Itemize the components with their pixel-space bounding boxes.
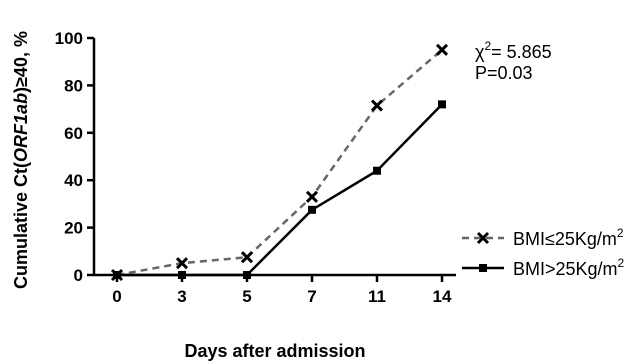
- x-tick-label: 14: [433, 287, 452, 306]
- x-ticks: 0 3 5 7 11 14: [112, 275, 452, 306]
- legend-label-1: BMI≤25Kg/m2: [513, 226, 624, 249]
- series-2-point: [113, 271, 121, 279]
- y-tick-label: 0: [74, 266, 83, 285]
- y-axis-title: Cumulative Ct(ORF1ab)≥40, %: [11, 31, 31, 289]
- y-axis-title-suffix: )≥40, %: [11, 31, 31, 93]
- axes: [92, 38, 456, 277]
- y-tick-label: 100: [55, 29, 83, 48]
- series-1-point: [175, 257, 189, 270]
- legend-label-base: BMI≤25Kg/m: [513, 229, 617, 249]
- y-tick-label: 60: [64, 124, 83, 143]
- chi-superscript: 2: [484, 39, 491, 53]
- x-tick-label: 11: [368, 287, 386, 306]
- x-tick-label: 0: [112, 287, 121, 306]
- series-group: [110, 43, 449, 282]
- x-tick-label: 3: [177, 287, 186, 306]
- x-tick-label: 5: [242, 287, 251, 306]
- x-tick-label: 7: [307, 287, 316, 306]
- series-line-2: [117, 103, 443, 277]
- legend-label-sup: 2: [618, 256, 625, 270]
- series-1-point: [370, 99, 384, 112]
- series-1-point: [240, 251, 254, 264]
- series-2-point: [243, 271, 251, 279]
- legend-marker-1: [476, 231, 490, 245]
- y-axis-title-prefix: Cumulative Ct(: [11, 162, 31, 289]
- series-2-point: [308, 205, 316, 214]
- legend-label-sup: 2: [617, 226, 624, 240]
- legend-label-2: BMI>25Kg/m2: [513, 256, 625, 279]
- series-1-point: [435, 43, 449, 56]
- series-2-point: [178, 271, 186, 279]
- y-tick-label: 80: [64, 76, 83, 95]
- legend-marker-2: [479, 264, 487, 272]
- chi-square-annotation: χ2= 5.865: [475, 39, 552, 62]
- chi-value: = 5.865: [491, 42, 552, 62]
- series-2-point: [438, 100, 446, 109]
- series-2-point: [373, 166, 381, 175]
- chi-symbol: χ: [475, 42, 485, 62]
- y-ticks: 0 20 40 60 80 100: [55, 29, 94, 285]
- y-tick-label: 20: [64, 219, 83, 238]
- p-value-annotation: P=0.03: [475, 63, 533, 83]
- x-axis-title: Days after admission: [184, 341, 365, 361]
- legend-label-base: BMI>25Kg/m: [513, 259, 618, 279]
- y-axis-title-italic: ORF1ab: [11, 93, 31, 162]
- y-tick-label: 40: [64, 171, 83, 190]
- series-1-point: [305, 190, 319, 203]
